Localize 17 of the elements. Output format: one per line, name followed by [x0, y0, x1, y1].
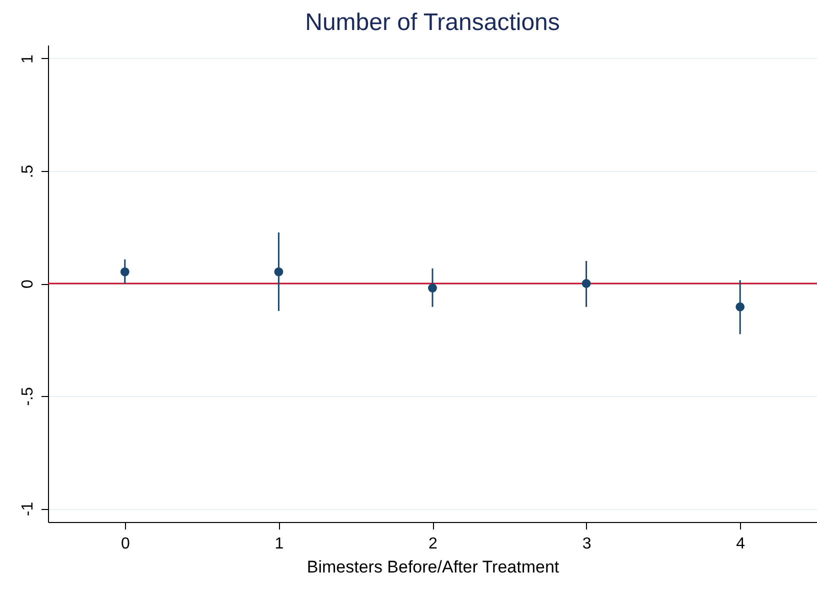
point — [736, 302, 745, 312]
point — [120, 267, 130, 276]
y-tick-label: 0 — [20, 279, 36, 288]
x-tick-label: 0 — [120, 536, 130, 552]
y-tick-label: .5 — [20, 164, 36, 178]
point — [274, 267, 284, 276]
x-axis-title: Bimesters Before/After Treatment — [306, 558, 560, 576]
x-tick-label: 3 — [582, 536, 592, 552]
y-tick-label: -1 — [20, 502, 36, 516]
y-tick-label: -.5 — [20, 387, 36, 406]
y-tick-label: 1 — [20, 54, 36, 64]
x-tick-label: 4 — [736, 536, 746, 552]
point — [582, 279, 591, 288]
chart-title: Number of Transactions — [305, 9, 560, 36]
x-tick-label: 2 — [428, 536, 438, 552]
point — [428, 284, 437, 292]
x-tick-label: 1 — [274, 536, 284, 552]
